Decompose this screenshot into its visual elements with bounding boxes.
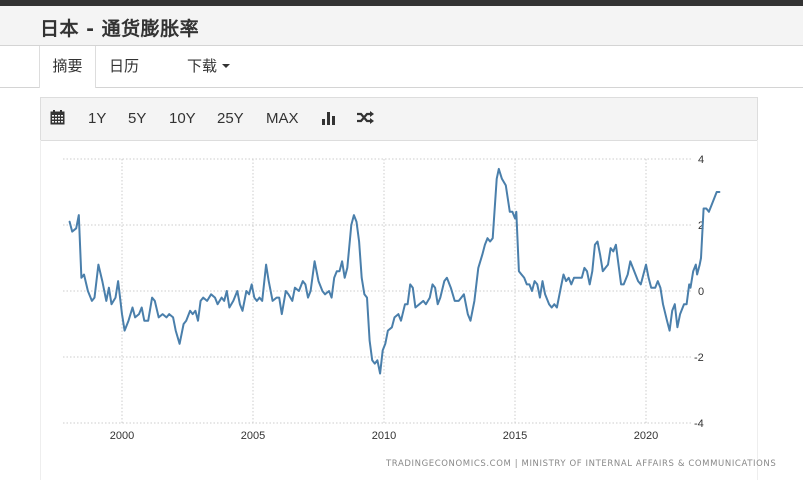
caret-down-icon [222,63,231,68]
tab-download[interactable]: 下载 [187,46,231,87]
chart-panel: 4 2 0 -2 -4 2000 2005 2010 2015 2020 [40,140,758,480]
tab-download-label: 下载 [187,57,218,75]
bar-chart-icon [322,112,335,126]
y-tick-label: 4 [698,154,704,166]
compare-button[interactable] [357,98,375,140]
title-bar: 日本 - 通货膨胀率 [0,6,803,46]
x-tick-label: 2005 [241,430,265,442]
range-5y-button[interactable]: 5Y [128,110,147,127]
tab-calendar[interactable]: 日历 [109,57,140,75]
page-title: 日本 - 通货膨胀率 [40,18,200,40]
tab-bar: 摘要 日历 下载 [0,46,803,88]
inflation-line-chart: 4 2 0 -2 -4 2000 2005 2010 2015 2020 [63,154,721,442]
x-tick-label: 2000 [110,430,134,442]
range-10y-button[interactable]: 10Y [169,110,196,127]
x-tick-label: 2020 [634,430,658,442]
chart-toolbar: 1Y 5Y 10Y 25Y MAX [40,97,758,141]
x-tick-label: 2010 [372,430,396,442]
y-tick-label: -2 [694,352,704,364]
chart-type-button[interactable] [321,98,336,140]
inflation-line [68,167,721,375]
tab-bar-spacer [0,46,40,87]
y-tick-label: -4 [694,418,704,430]
chart-source: TRADINGECONOMICS.COM | MINISTRY OF INTER… [386,459,777,469]
top-dark-bar [0,0,803,6]
tab-summary[interactable]: 摘要 [39,46,96,88]
calendar-icon [50,110,65,125]
x-tick-label: 2015 [503,430,527,442]
shuffle-icon [357,111,374,125]
range-1y-button[interactable]: 1Y [88,110,107,127]
y-tick-label: 0 [698,286,704,298]
range-max-button[interactable]: MAX [266,110,299,127]
y-tick-label: 2 [698,220,704,232]
calendar-button[interactable] [50,98,65,140]
range-25y-button[interactable]: 25Y [217,110,244,127]
